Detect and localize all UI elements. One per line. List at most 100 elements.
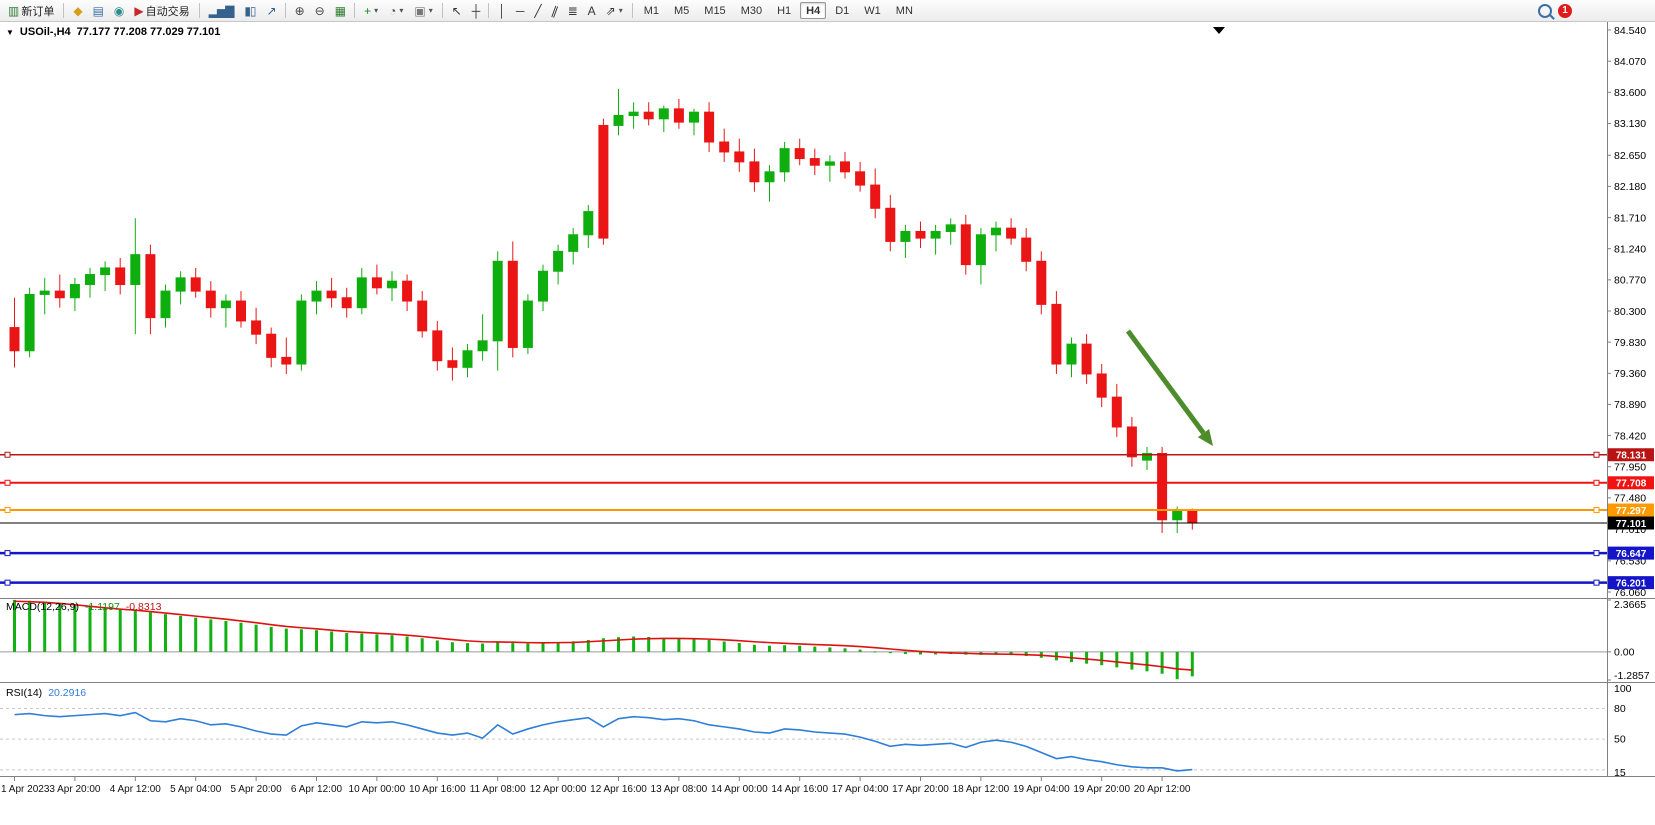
timeframe-mn-button[interactable]: MN [895, 4, 913, 17]
line-handle[interactable] [1593, 550, 1600, 557]
candle-bullish [24, 293, 35, 352]
notification-badge[interactable]: 1 [1558, 3, 1572, 18]
timeframe-m15-button[interactable]: M15 [704, 4, 726, 17]
macd-main-value: -1.1197 [84, 601, 120, 613]
line-handle[interactable] [4, 507, 11, 514]
chart-shift-marker[interactable] [1213, 27, 1225, 34]
candle-bearish [719, 141, 730, 153]
line-chart-button[interactable]: ↗ [262, 1, 281, 20]
price-axis-label: 78.890 [1614, 399, 1646, 411]
candle-bullish [628, 111, 639, 116]
price-axis-label: 77.950 [1614, 462, 1646, 474]
candle-bearish [1051, 303, 1062, 365]
arrow-annotation-head[interactable] [1197, 428, 1213, 446]
toolbar: ▥ 新订单 ◆ ▤ ◉ ▶ 自动交易 ▂▅▇ ▮▯ ↗ ⊕ ⊖ ▦ + ▾ ◔ ▾ ▣ ▾ ↖ ┼ │ ─ ╱ ∥ ≣ A ⇗ ▾ M1 M… [0, 0, 1655, 22]
market-watch-icon[interactable]: ◆ [68, 1, 86, 20]
macd-signal-line [14, 600, 1193, 671]
candle-bearish [915, 230, 926, 239]
timeframe-m5-button[interactable]: M5 [674, 4, 690, 17]
arrows-button[interactable]: ⇗ ▾ [601, 1, 628, 20]
timeframe-h4-button[interactable]: H4 [800, 2, 827, 19]
candle-bullish [1142, 452, 1152, 461]
candle-bearish [326, 290, 337, 299]
text-button[interactable]: A [583, 1, 600, 20]
line-handle[interactable] [1593, 507, 1600, 514]
current-price-badge-text: 77.101 [1616, 519, 1647, 530]
line-handle[interactable] [1593, 451, 1600, 458]
time-axis-label: 14 Apr 00:00 [711, 784, 768, 795]
horizontal-line-button[interactable]: ─ [511, 1, 529, 20]
fibonacci-button[interactable]: ≣ [563, 1, 582, 20]
candle-bearish [1021, 237, 1032, 262]
timeframe-m1-button[interactable]: M1 [643, 4, 659, 17]
timeframe-m30-button[interactable]: M30 [740, 4, 763, 17]
chevron-down-icon: ▾ [618, 6, 623, 15]
timeframe-w1-button[interactable]: W1 [864, 4, 881, 17]
line-handle[interactable] [4, 479, 11, 486]
price-badge-76.647 [1608, 546, 1654, 560]
candle-bearish [54, 290, 65, 299]
new-order-button[interactable]: ▥ 新订单 [3, 1, 59, 20]
candle-bearish [417, 300, 428, 332]
new-order-button-label: 新订单 [21, 5, 55, 18]
candle-bearish [1126, 426, 1137, 458]
search-button[interactable] [1533, 1, 1557, 20]
toolbar-separator [354, 3, 356, 18]
timeframe-d1-button[interactable]: D1 [835, 4, 850, 17]
trendline-button[interactable]: ╱ [529, 1, 545, 20]
price-axis-label: 83.600 [1614, 87, 1646, 99]
periods-icon: ◔ [389, 3, 396, 18]
bar-chart-button[interactable]: ▂▅▇ [204, 1, 239, 20]
channel-button[interactable]: ∥ [547, 1, 562, 20]
line-handle[interactable] [4, 550, 11, 557]
candlestick-chart-button[interactable]: ▮▯ [239, 1, 260, 20]
timeframe-h1-button[interactable]: H1 [777, 4, 792, 17]
candle-bullish [100, 267, 111, 276]
candle-bullish [553, 250, 564, 272]
candle-bullish [658, 108, 669, 120]
periods-button[interactable]: ◔ ▾ [384, 1, 408, 20]
cursor-button[interactable]: ↖ [447, 1, 466, 20]
terminal-icon-icon: ◉ [113, 3, 125, 18]
bar-chart-icon: ▂▅▇ [208, 3, 235, 18]
time-axis-label: 19 Apr 04:00 [1013, 784, 1070, 795]
candle-bearish [673, 108, 684, 123]
arrow-annotation[interactable] [1125, 329, 1206, 435]
candle-bullish [492, 260, 503, 342]
candle-bearish [960, 224, 971, 266]
toolbar-separator [198, 3, 200, 18]
one-click-trading-toggle[interactable]: ▼ [6, 27, 14, 37]
line-handle[interactable] [1593, 479, 1600, 486]
time-axis[interactable]: 1 Apr 2023 3 Apr 20:00 4 Apr 12:00 5 Apr 04… [1, 776, 1191, 795]
indicators-button[interactable]: + ▾ [359, 1, 383, 20]
templates-button[interactable]: ▣ ▾ [409, 1, 437, 20]
zoom-out-button[interactable]: ⊖ [310, 1, 329, 20]
price-badge-77.708-text: 77.708 [1616, 479, 1647, 490]
candle-bullish [568, 234, 579, 252]
rsi-value: 20.2916 [48, 687, 87, 699]
candle-bearish [749, 161, 760, 183]
terminal-icon[interactable]: ◉ [109, 1, 128, 20]
candle-bullish [975, 234, 986, 266]
price-badge-76.201-text: 76.201 [1616, 578, 1647, 589]
chevron-down-icon: ▾ [428, 6, 433, 15]
zoom-in-button[interactable]: ⊕ [290, 1, 309, 20]
candle-bullish [85, 274, 95, 285]
navigator-icon[interactable]: ▤ [88, 1, 108, 20]
candle-bearish [402, 280, 413, 302]
vertical-line-button[interactable]: │ [493, 1, 510, 20]
candle-bearish [1006, 227, 1017, 239]
autotrading-button[interactable]: ▶ 自动交易 [129, 1, 194, 20]
line-handle[interactable] [4, 579, 11, 586]
price-axis[interactable]: 84.540 84.070 83.600 83.130 82.650 82.180 81.7… [1607, 25, 1646, 599]
time-axis-label: 12 Apr 16:00 [590, 784, 647, 795]
tile-windows-button[interactable]: ▦ [330, 1, 350, 20]
macd-indicator-label: MACD(12,26,9) -1.1197 -0.8313 [6, 601, 161, 613]
crosshair-button[interactable]: ┼ [467, 1, 485, 20]
price-axis-label: 81.240 [1614, 244, 1646, 256]
candle-bearish [1081, 343, 1092, 375]
line-handle[interactable] [4, 451, 11, 458]
time-axis-label: 20 Apr 12:00 [1134, 784, 1191, 795]
line-handle[interactable] [1593, 579, 1600, 586]
